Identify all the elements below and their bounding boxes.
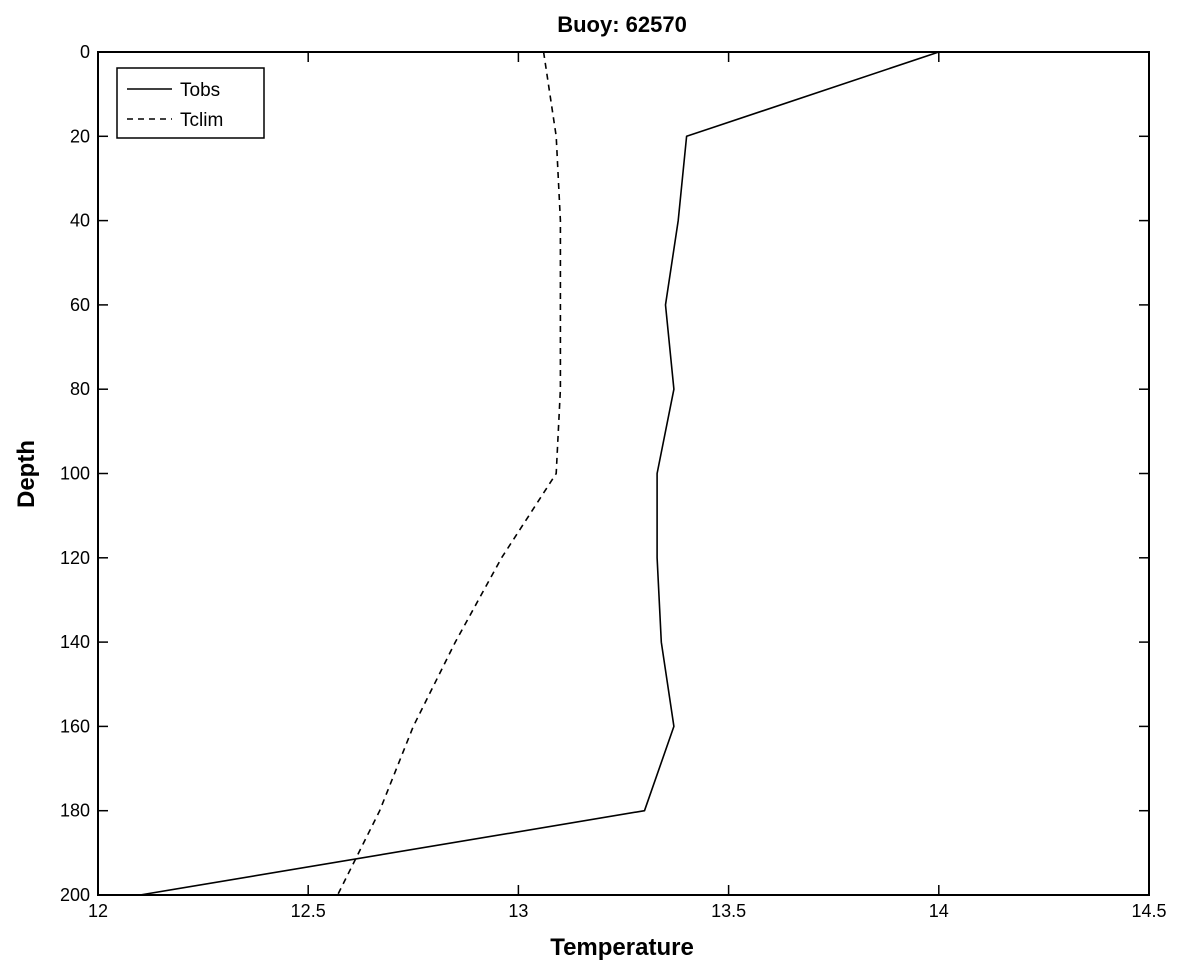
x-axis-title: Temperature (550, 934, 694, 961)
x-tick-label: 13.5 (711, 901, 746, 921)
y-tick-label: 80 (70, 379, 90, 399)
y-tick-label: 160 (60, 716, 90, 736)
plot-frame (97, 51, 1150, 896)
y-tick-label: 120 (60, 548, 90, 568)
legend: Tobs Tclim (116, 67, 265, 139)
legend-label-tclim: Tclim (180, 110, 223, 131)
y-tick-label: 40 (70, 211, 90, 231)
y-tick-label: 60 (70, 295, 90, 315)
y-axis-title: Depth (13, 440, 40, 508)
chart-title: Buoy: 62570 (557, 12, 687, 37)
y-tick-label: 0 (80, 42, 90, 62)
x-tick-label: 12.5 (291, 901, 326, 921)
series-layer (139, 51, 940, 896)
y-tick-label: 200 (60, 885, 90, 905)
y-tick-label: 100 (60, 464, 90, 484)
y-tick-label: 180 (60, 801, 90, 821)
x-tick-label: 14.5 (1131, 901, 1166, 921)
x-tick-label: 13 (508, 901, 528, 921)
legend-label-tobs: Tobs (180, 80, 220, 101)
x-tick-label: 14 (929, 901, 949, 921)
legend-box (116, 67, 265, 139)
series-line-tobs (139, 51, 940, 896)
x-tick-label: 12 (88, 901, 108, 921)
series-line-tclim (336, 51, 562, 896)
y-tick-label: 20 (70, 126, 90, 146)
y-tick-label: 140 (60, 632, 90, 652)
